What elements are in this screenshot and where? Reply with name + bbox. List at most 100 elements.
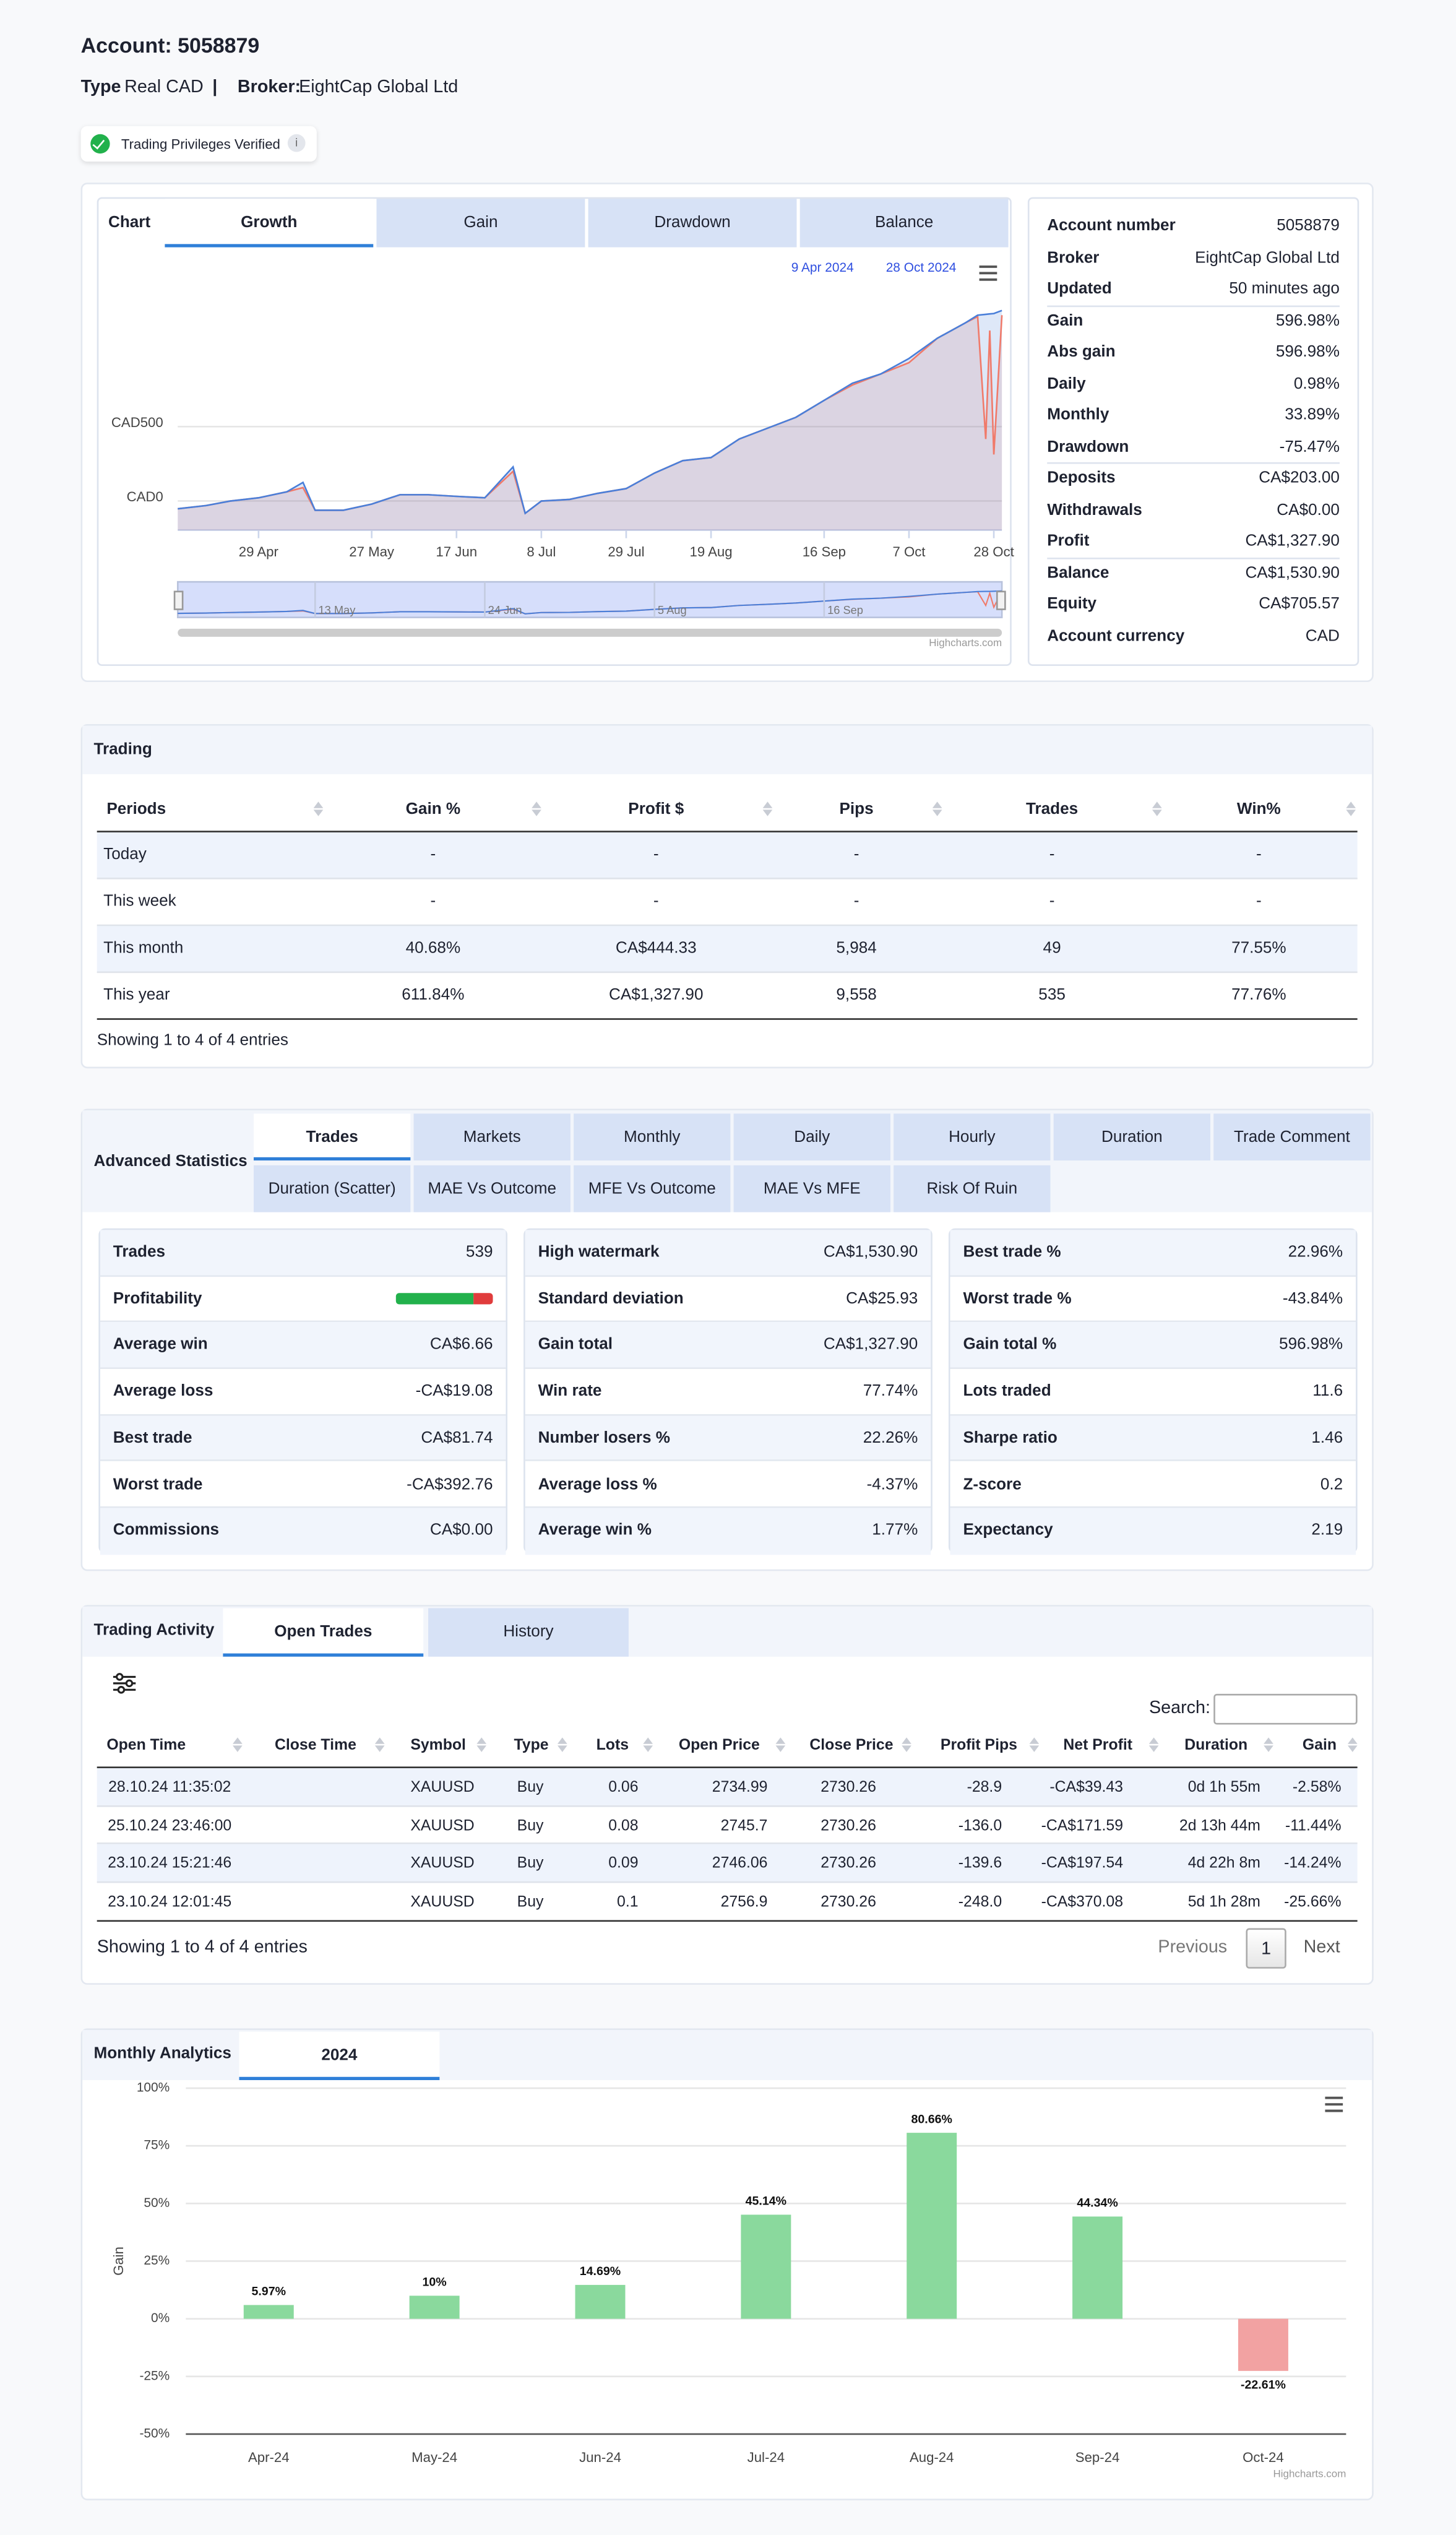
page-prev[interactable]: Previous bbox=[1158, 1938, 1228, 1958]
tab-label[interactable]: Markets bbox=[463, 1128, 521, 1146]
x-tick-label: Oct-24 bbox=[1243, 2450, 1284, 2465]
column-header[interactable]: Gain % bbox=[405, 800, 461, 819]
column-header[interactable]: Net Profit bbox=[1063, 1737, 1133, 1755]
table-cell: -139.6 bbox=[958, 1855, 1002, 1873]
filter-icon[interactable] bbox=[113, 1673, 136, 1694]
trading-title: Trading bbox=[93, 741, 152, 759]
stats-label: Trades bbox=[113, 1243, 166, 1262]
tab-label[interactable]: MFE Vs Outcome bbox=[588, 1180, 716, 1198]
column-header[interactable]: Lots bbox=[596, 1737, 629, 1755]
tab-label[interactable]: 2024 bbox=[321, 2047, 358, 2065]
chart-tab[interactable] bbox=[376, 199, 585, 248]
stats-tab[interactable] bbox=[733, 1165, 890, 1212]
column-header[interactable]: Type bbox=[514, 1737, 549, 1755]
sort-icon[interactable] bbox=[775, 1737, 786, 1753]
tab-label[interactable]: History bbox=[503, 1623, 554, 1641]
sort-icon[interactable] bbox=[762, 801, 773, 818]
column-header[interactable]: Close Price bbox=[809, 1737, 894, 1755]
column-header[interactable]: Periods bbox=[106, 800, 166, 819]
stats-tab[interactable] bbox=[574, 1165, 731, 1212]
chart-tab[interactable] bbox=[165, 199, 374, 248]
sort-icon[interactable] bbox=[1347, 1737, 1358, 1753]
search-input[interactable] bbox=[1213, 1693, 1358, 1725]
tab-label[interactable]: Trades bbox=[306, 1128, 358, 1146]
table-cell: 49 bbox=[1043, 939, 1061, 958]
sort-icon[interactable] bbox=[374, 1737, 385, 1753]
column-header[interactable]: Open Time bbox=[106, 1737, 186, 1755]
column-header[interactable]: Gain bbox=[1302, 1737, 1337, 1755]
sort-icon[interactable] bbox=[1346, 801, 1356, 818]
stats-tab[interactable] bbox=[254, 1113, 411, 1161]
tab-label[interactable]: Gain bbox=[463, 214, 498, 232]
stats-tab[interactable] bbox=[413, 1165, 571, 1212]
stats-tab[interactable] bbox=[1213, 1113, 1371, 1161]
info-value: 0.98% bbox=[1293, 374, 1340, 393]
sort-icon[interactable] bbox=[902, 1737, 911, 1753]
monthly-tab[interactable] bbox=[239, 2031, 440, 2081]
stats-tab[interactable] bbox=[574, 1113, 731, 1161]
column-header[interactable]: Symbol bbox=[410, 1737, 466, 1755]
stats-tab[interactable] bbox=[894, 1165, 1051, 1212]
table-cell: 611.84% bbox=[402, 987, 465, 1005]
tab-label[interactable]: Growth bbox=[241, 214, 298, 232]
column-header[interactable]: Duration bbox=[1184, 1737, 1248, 1755]
sort-icon[interactable] bbox=[532, 801, 541, 818]
table-cell: - bbox=[430, 892, 436, 911]
chart-tab[interactable] bbox=[799, 199, 1009, 248]
info-circle[interactable] bbox=[287, 134, 306, 152]
stats-label: Average win % bbox=[538, 1522, 652, 1540]
stats-tab[interactable] bbox=[894, 1113, 1051, 1161]
tab-label[interactable]: Duration (Scatter) bbox=[268, 1180, 396, 1198]
tab-label[interactable]: Drawdown bbox=[654, 214, 731, 232]
tab-label[interactable]: Duration bbox=[1101, 1128, 1163, 1146]
y-tick-label: 75% bbox=[144, 2138, 170, 2153]
column-header[interactable]: Close Time bbox=[274, 1737, 356, 1755]
line bbox=[178, 309, 1002, 515]
column-header[interactable]: Win% bbox=[1236, 800, 1281, 819]
stats-label: Profitability bbox=[113, 1290, 202, 1308]
info-icon[interactable]: i bbox=[295, 137, 298, 149]
tab-label[interactable]: Open Trades bbox=[274, 1623, 373, 1641]
table-cell: 25.10.24 23:46:00 bbox=[108, 1816, 232, 1835]
area bbox=[178, 310, 1002, 530]
sort-icon[interactable] bbox=[557, 1737, 567, 1753]
sort-icon[interactable] bbox=[233, 1737, 243, 1753]
chart-tab[interactable] bbox=[588, 199, 797, 248]
column-header[interactable]: Open Price bbox=[678, 1737, 760, 1755]
sort-icon[interactable] bbox=[1148, 1737, 1159, 1753]
tab-label[interactable]: Trade Comment bbox=[1234, 1128, 1350, 1146]
column-header[interactable]: Pips bbox=[839, 800, 874, 819]
stats-row bbox=[100, 1508, 506, 1555]
stats-label: Z-score bbox=[963, 1475, 1022, 1494]
page-current[interactable]: 1 bbox=[1261, 1938, 1272, 1958]
stats-tab[interactable] bbox=[733, 1113, 890, 1161]
tab-label[interactable]: Risk Of Ruin bbox=[926, 1180, 1018, 1198]
sort-icon[interactable] bbox=[1152, 801, 1162, 818]
tab-label[interactable]: MAE Vs MFE bbox=[763, 1180, 861, 1198]
tab-label[interactable]: MAE Vs Outcome bbox=[428, 1180, 556, 1198]
sort-icon[interactable] bbox=[1264, 1737, 1273, 1753]
column-header[interactable]: Profit Pips bbox=[940, 1737, 1017, 1755]
info-label: Abs gain bbox=[1047, 343, 1116, 361]
tab-label[interactable]: Hourly bbox=[949, 1128, 996, 1146]
stats-tab[interactable] bbox=[1053, 1113, 1211, 1161]
sort-icon[interactable] bbox=[1029, 1737, 1040, 1753]
sort-icon[interactable] bbox=[643, 1737, 653, 1753]
tab-label[interactable]: Monthly bbox=[624, 1128, 681, 1146]
activity-tab[interactable] bbox=[428, 1608, 629, 1657]
page-next[interactable]: Next bbox=[1303, 1938, 1340, 1958]
table-cell: - bbox=[653, 846, 659, 864]
sort-icon[interactable] bbox=[932, 801, 942, 818]
sort-icon[interactable] bbox=[313, 801, 324, 818]
sort-icon[interactable] bbox=[476, 1737, 487, 1753]
separator: | bbox=[212, 77, 218, 97]
stats-row bbox=[525, 1323, 931, 1370]
stats-tab[interactable] bbox=[254, 1165, 411, 1212]
column-header[interactable]: Trades bbox=[1025, 800, 1079, 819]
stats-tab[interactable] bbox=[413, 1113, 571, 1161]
activity-tab[interactable] bbox=[223, 1608, 424, 1657]
tab-label[interactable]: Balance bbox=[874, 214, 934, 232]
page-current-box[interactable] bbox=[1246, 1928, 1286, 1969]
column-header[interactable]: Profit $ bbox=[628, 800, 684, 819]
tab-label[interactable]: Daily bbox=[794, 1128, 830, 1146]
